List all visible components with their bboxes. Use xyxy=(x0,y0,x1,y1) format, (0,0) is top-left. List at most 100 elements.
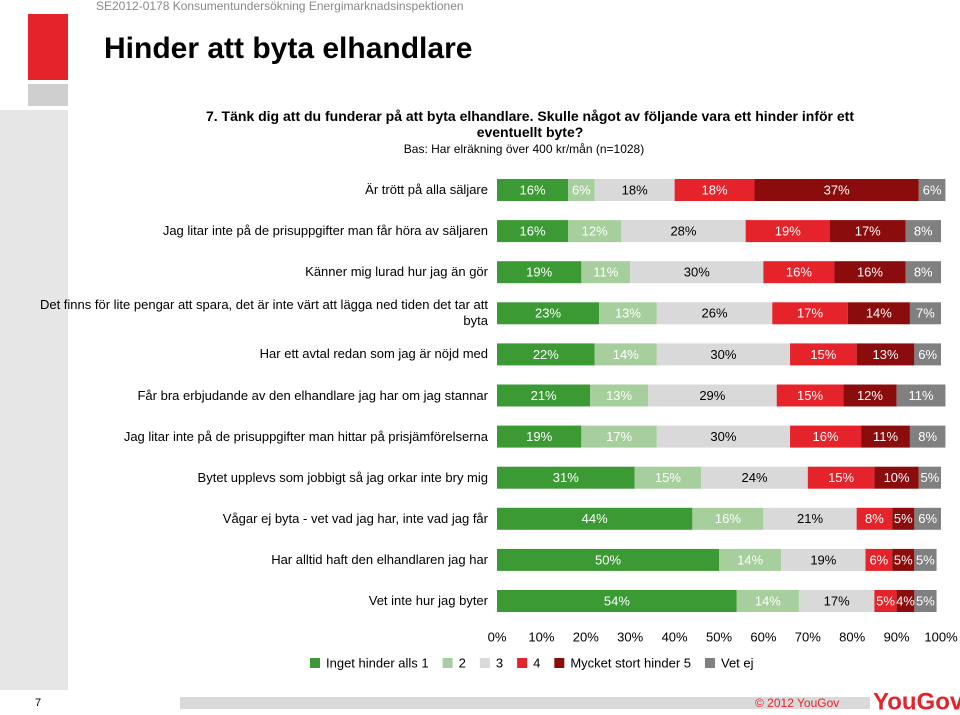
value-label: 17% xyxy=(606,429,632,444)
bar-segment xyxy=(909,302,941,325)
value-label: 50% xyxy=(595,552,621,567)
category-label: Får bra erbjudande av den elhandlare jag… xyxy=(137,387,488,403)
bar-segment xyxy=(763,507,857,530)
question: 7. Tänk dig att du funderar på att byta … xyxy=(205,108,854,140)
bar-segment xyxy=(781,548,866,571)
value-label: 4% xyxy=(896,593,915,608)
bar-segment xyxy=(914,343,941,366)
value-label: 19% xyxy=(526,265,552,280)
value-label: 29% xyxy=(699,388,725,403)
bar-segment xyxy=(918,179,946,201)
x-tick-label: 30% xyxy=(617,629,643,644)
bar-segment xyxy=(790,343,857,366)
value-label: 16% xyxy=(786,265,812,280)
value-label: 8% xyxy=(914,265,933,280)
value-label: 17% xyxy=(824,593,850,608)
x-tick-label: 90% xyxy=(884,629,910,644)
value-label: 6% xyxy=(572,182,591,197)
bar-segment xyxy=(497,220,569,243)
bar-segment xyxy=(914,507,941,530)
value-label: 15% xyxy=(797,388,823,403)
value-label: 19% xyxy=(810,552,836,567)
value-label: 16% xyxy=(857,265,883,280)
bar-segment xyxy=(856,507,893,530)
value-label: 5% xyxy=(894,511,913,526)
bar-segment xyxy=(856,343,915,366)
bar-segment xyxy=(865,548,893,571)
category-label: Vågar ej byta - vet vad jag har, inte va… xyxy=(222,510,488,526)
value-label: 8% xyxy=(865,511,884,526)
value-label: 15% xyxy=(655,470,681,485)
bar-segment xyxy=(630,261,764,284)
value-label: 5% xyxy=(876,593,895,608)
header: SE2012-0178 Konsumentundersökning Energi… xyxy=(96,0,464,13)
value-label: 14% xyxy=(755,593,781,608)
value-label: 54% xyxy=(604,593,630,608)
slide-title: Hinder att byta elhandlare xyxy=(104,32,472,65)
value-label: 30% xyxy=(710,347,736,362)
value-label: 19% xyxy=(775,224,801,239)
category-label: Jag litar inte på de prisuppgifter man f… xyxy=(162,223,488,239)
value-label: 15% xyxy=(810,347,836,362)
value-label: 16% xyxy=(813,429,839,444)
x-tick-label: 40% xyxy=(662,629,688,644)
value-label: 12% xyxy=(857,388,883,403)
value-label: 26% xyxy=(702,306,728,321)
value-label: 5% xyxy=(916,552,935,567)
bar-segment xyxy=(847,302,910,325)
value-label: 16% xyxy=(520,182,546,197)
legend-label: Vet ej xyxy=(721,655,754,670)
value-label: 30% xyxy=(684,265,710,280)
bar-segment xyxy=(790,425,862,448)
bar-segment xyxy=(497,384,591,407)
value-label: 21% xyxy=(531,388,557,403)
bar-segment xyxy=(745,220,830,243)
legend-label: 3 xyxy=(496,655,503,670)
value-label: 6% xyxy=(918,347,937,362)
category-label: Jag litar inte på de prisuppgifter man h… xyxy=(123,428,488,444)
bar-segment xyxy=(736,590,799,612)
bar-segment xyxy=(843,384,897,407)
value-label: 23% xyxy=(535,306,561,321)
value-label: 13% xyxy=(606,388,632,403)
bar-segment xyxy=(798,590,875,612)
bar-segment xyxy=(656,343,791,366)
value-label: 24% xyxy=(742,470,768,485)
category-label: Känner mig lurad hur jag än gör xyxy=(305,264,488,280)
page-number: 7 xyxy=(35,697,41,709)
value-label: 13% xyxy=(872,347,898,362)
value-label: 11% xyxy=(908,388,933,403)
x-tick-label: 10% xyxy=(528,629,554,644)
value-label: 22% xyxy=(533,347,559,362)
value-label: 16% xyxy=(520,224,546,239)
value-label: 5% xyxy=(921,470,940,485)
value-label: 12% xyxy=(582,224,608,239)
bar-segment xyxy=(896,384,946,407)
value-label: 21% xyxy=(797,511,823,526)
legend-swatch xyxy=(479,658,490,668)
bar-segment xyxy=(914,548,937,571)
bar-segment xyxy=(763,261,835,284)
decor xyxy=(28,84,68,106)
bar-segment xyxy=(918,466,941,489)
bar-segment xyxy=(594,179,675,201)
bar-segment xyxy=(914,590,937,612)
value-label: 14% xyxy=(737,552,763,567)
bar-segment xyxy=(590,384,648,407)
value-label: 18% xyxy=(702,182,728,197)
legend-label: Inget hinder alls 1 xyxy=(326,655,429,670)
x-tick-label: 50% xyxy=(706,629,732,644)
value-label: 31% xyxy=(553,470,579,485)
legend-label: 4 xyxy=(533,655,540,670)
decor xyxy=(28,14,68,80)
legend-label: Mycket stort hinder 5 xyxy=(570,655,691,670)
bar-segment xyxy=(497,466,635,489)
value-label: 7% xyxy=(916,306,935,321)
bar-segment xyxy=(656,302,773,325)
bar-segment xyxy=(830,220,906,243)
bar-segment xyxy=(905,261,941,284)
value-label: 11% xyxy=(593,265,618,280)
bar-segment xyxy=(719,548,782,571)
copyright: © 2012 YouGov xyxy=(755,696,839,710)
